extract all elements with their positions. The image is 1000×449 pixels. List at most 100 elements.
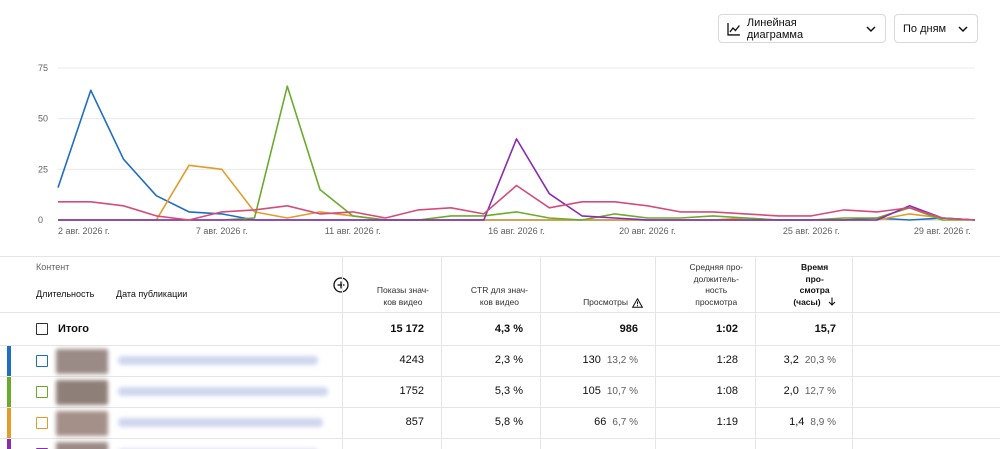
row-watch-time-percent: 20,3 % [804, 355, 836, 366]
row-views-percent: 10,7 % [606, 386, 638, 397]
impressions-header-line: ков видео [383, 296, 423, 307]
content-table: Контент Длительность Дата публикации Пок… [0, 256, 1000, 449]
avg-duration-header[interactable]: Средняя про- должитель- ность просмотра [689, 262, 743, 308]
y-tick-label: 25 [38, 164, 48, 174]
x-tick-label: 2 авг. 2026 г. [58, 226, 110, 236]
row-watch-time-value: 3,2 [783, 354, 799, 366]
video-title-blurred[interactable] [118, 418, 323, 427]
video-thumbnail[interactable] [56, 380, 108, 405]
row-views-percent: 6,7 % [612, 417, 638, 428]
watch-time-header-line: (часы) [793, 297, 836, 309]
series-color-stripe [7, 346, 11, 376]
x-tick-label: 29 авг. 2026 г. [914, 226, 971, 236]
warning-icon[interactable] [632, 297, 643, 308]
series-line [57, 89, 976, 221]
chart-controls: Линейная диаграмма По дням [718, 14, 978, 43]
y-tick-label: 75 [38, 63, 48, 73]
impressions-column: Показы знач- ков видео [342, 257, 441, 449]
series-color-stripe [7, 439, 11, 449]
duration-header[interactable]: Длительность [36, 289, 95, 299]
row-views: 105 10,7 % [583, 385, 639, 397]
watch-time-header-unit: (часы) [793, 296, 821, 307]
row-views: 66 6,7 % [594, 416, 638, 428]
total-label: Итого [58, 323, 90, 335]
row-avg-duration: 1:08 [716, 385, 738, 397]
watch-time-header-line: Время [801, 262, 829, 272]
row-watch-time: 3,2 20,3 % [784, 354, 836, 366]
row-ctr: 5,3 % [494, 385, 523, 397]
chart-type-label: Линейная диаграмма [746, 16, 804, 41]
impressions-header[interactable]: Показы знач- ков видео [377, 285, 429, 308]
chart-type-dropdown[interactable]: Линейная диаграмма [718, 14, 886, 43]
row-views-value: 66 [594, 416, 607, 428]
total-impressions: 15 172 [390, 323, 424, 335]
ctr-header-line: CTR для знач- [470, 285, 528, 295]
views-header[interactable]: Просмотры [583, 297, 643, 309]
x-tick-label: 7 авг. 2026 г. [196, 226, 248, 236]
total-ctr: 4,3 % [494, 323, 523, 335]
y-tick-label: 50 [38, 114, 48, 124]
total-watch-time: 15,7 [814, 323, 836, 335]
x-tick-label: 11 авг. 2026 г. [325, 226, 381, 236]
row-views-value: 105 [582, 385, 601, 397]
series-color-stripe [7, 408, 11, 438]
add-column-icon[interactable] [333, 277, 349, 293]
row-checkbox[interactable] [36, 355, 48, 367]
row-watch-time: 1,4 8,9 % [789, 416, 836, 428]
watch-time-column: Время про- смотра (часы) [755, 257, 853, 449]
video-thumbnail[interactable] [56, 411, 108, 436]
avg-duration-header-line: просмотра [695, 296, 738, 307]
watch-time-header-line: смотра [799, 285, 830, 295]
row-checkbox[interactable] [36, 386, 48, 398]
video-title-blurred[interactable] [118, 356, 318, 365]
watch-time-header-line: про- [805, 273, 824, 284]
row-impressions: 1752 [399, 385, 424, 397]
publish-date-header[interactable]: Дата публикации [116, 289, 188, 299]
impressions-header-line: Показы знач- [376, 285, 429, 295]
row-watch-time: 2,0 12,7 % [784, 385, 836, 397]
row-avg-duration: 1:19 [716, 416, 738, 428]
row-checkbox[interactable] [36, 417, 48, 429]
table-header: Контент Длительность Дата публикации [0, 257, 1000, 313]
row-watch-time-value: 1,4 [789, 416, 805, 428]
views-column: Просмотры [540, 257, 655, 449]
row-watch-time-percent: 12,7 % [804, 386, 836, 397]
x-tick-label: 16 авг. 2026 г. [488, 226, 545, 236]
row-watch-time-value: 2,0 [783, 385, 799, 397]
row-avg-duration: 1:28 [716, 354, 738, 366]
total-avg-duration: 1:02 [715, 323, 738, 335]
row-watch-time-percent: 8,9 % [810, 417, 836, 428]
watch-time-header[interactable]: Время про- смотра (часы) [793, 262, 836, 308]
row-views: 130 13,2 % [583, 354, 639, 366]
line-chart-icon [727, 22, 740, 36]
row-impressions: 857 [405, 416, 424, 428]
series-line [58, 85, 975, 221]
y-tick-label: 0 [38, 215, 43, 225]
select-all-checkbox[interactable] [36, 323, 48, 335]
ctr-header-line: ков видео [479, 296, 519, 307]
table-row[interactable] [0, 439, 1000, 449]
series-color-stripe [7, 377, 11, 407]
chevron-down-icon [958, 25, 968, 32]
chevron-down-icon [866, 25, 876, 32]
row-ctr: 2,3 % [494, 354, 523, 366]
ctr-column: CTR для знач- ков видео [441, 257, 540, 449]
row-impressions: 4243 [399, 354, 424, 366]
line-chart: 0 25 50 75 2 авг. 2026 г. 7 авг. 2026 г. 11 ав… [38, 63, 976, 236]
video-thumbnail[interactable] [56, 442, 108, 449]
total-views: 986 [619, 323, 638, 335]
ctr-header[interactable]: CTR для знач- ков видео [471, 285, 528, 308]
video-thumbnail[interactable] [56, 349, 108, 374]
series-line [58, 138, 976, 221]
avg-duration-column: Средняя про- должитель- ность просмотра [655, 257, 755, 449]
series-line [58, 184, 976, 221]
avg-duration-header-line: ность [705, 285, 728, 295]
table-row[interactable]: 1752 5,3 % 105 10,7 % 1:08 2,0 12,7 % [0, 377, 1000, 408]
table-row[interactable]: 4243 2,3 % 130 13,2 % 1:28 3,2 20,3 % [0, 346, 1000, 377]
video-title-blurred[interactable] [118, 387, 328, 396]
period-label: По дням [903, 22, 947, 35]
period-dropdown[interactable]: По дням [894, 14, 978, 43]
avg-duration-header-line: Средняя про- [689, 262, 743, 272]
table-row[interactable]: 857 5,8 % 66 6,7 % 1:19 1,4 8,9 % [0, 408, 1000, 439]
avg-duration-header-line: должитель- [693, 273, 739, 284]
